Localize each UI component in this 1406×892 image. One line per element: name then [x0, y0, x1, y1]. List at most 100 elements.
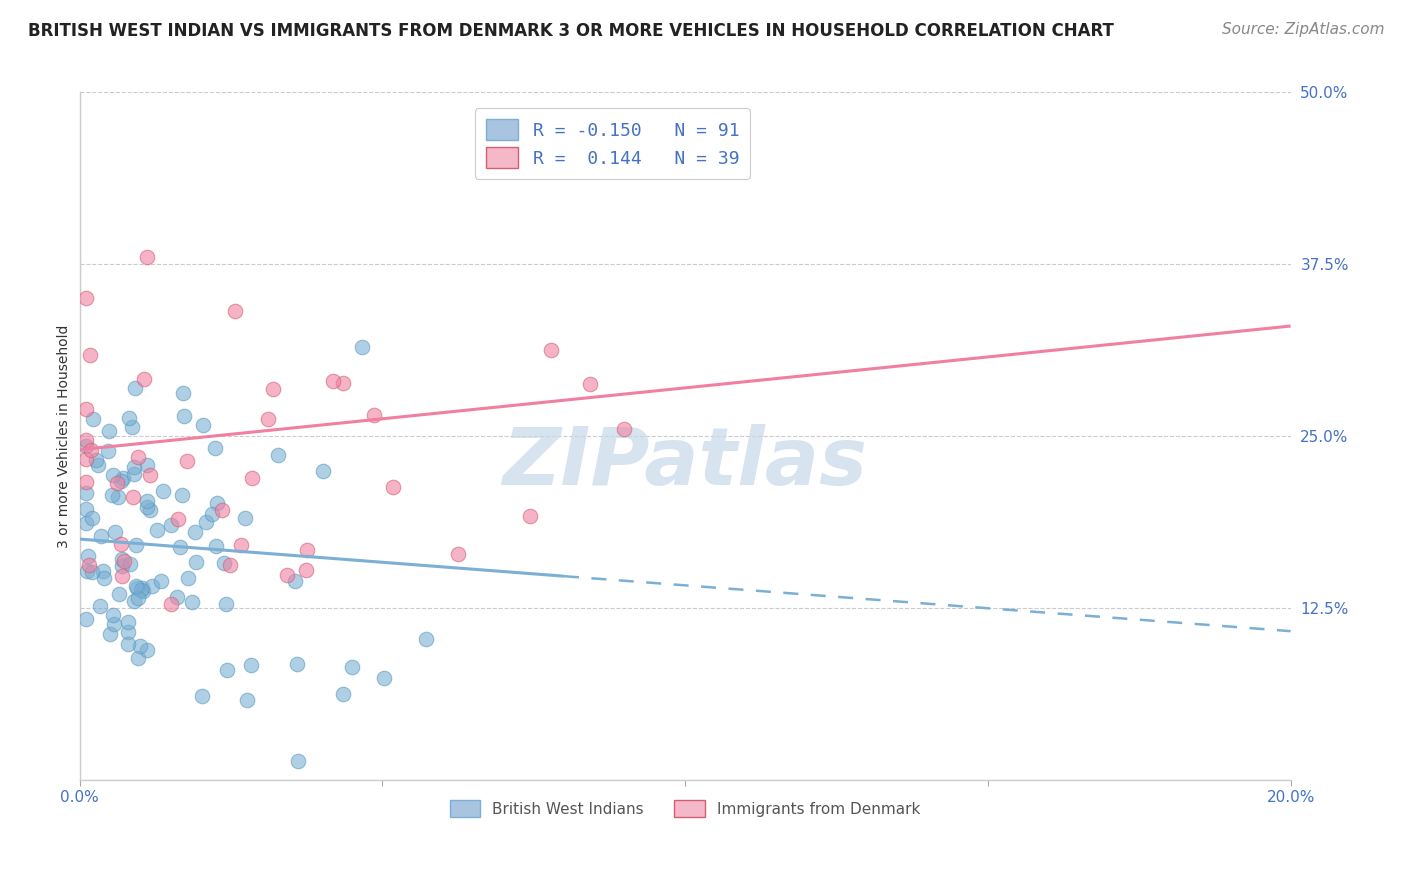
Point [176, 454, 198, 468]
Point [75, 475, 97, 489]
Point [101, 607, 124, 622]
Point [101, 468, 124, 483]
Point [77, 549, 100, 564]
Point [118, 557, 141, 571]
Point [579, 376, 602, 391]
Point [75, 516, 97, 531]
Point [205, 496, 228, 510]
Point [75, 401, 97, 416]
Point [160, 517, 183, 532]
Point [86, 458, 108, 472]
Point [236, 693, 259, 707]
Point [169, 541, 191, 555]
Point [285, 657, 308, 672]
Point [152, 484, 174, 499]
Point [77, 558, 100, 572]
Point [135, 458, 157, 472]
Point [257, 412, 280, 426]
Point [332, 376, 354, 390]
Point [332, 687, 354, 701]
Point [117, 625, 139, 640]
Point [97, 443, 120, 458]
Point [219, 558, 242, 572]
Point [110, 475, 132, 489]
Point [124, 579, 146, 593]
Point [97, 424, 120, 438]
Point [204, 441, 226, 455]
Point [519, 509, 541, 524]
Point [75, 501, 97, 516]
Point [111, 558, 134, 573]
Point [540, 343, 562, 357]
Legend: British West Indians, Immigrants from Denmark: British West Indians, Immigrants from De… [443, 794, 927, 823]
Point [381, 480, 404, 494]
Point [145, 523, 167, 537]
Point [231, 538, 253, 552]
Point [170, 488, 193, 502]
Point [233, 511, 256, 525]
Text: ZIPatlas: ZIPatlas [502, 425, 868, 502]
Point [129, 582, 152, 597]
Point [107, 491, 129, 505]
Point [91, 564, 114, 578]
Point [100, 627, 122, 641]
Point [186, 555, 208, 569]
Point [139, 502, 162, 516]
Point [322, 374, 344, 388]
Point [415, 632, 437, 647]
Point [180, 595, 202, 609]
Point [75, 486, 97, 500]
Point [127, 591, 149, 605]
Point [89, 599, 111, 613]
Point [76, 564, 98, 578]
Point [160, 597, 183, 611]
Point [295, 542, 318, 557]
Point [127, 651, 149, 665]
Point [82, 511, 104, 525]
Point [110, 551, 132, 566]
Point [167, 512, 190, 526]
Point [373, 671, 395, 685]
Point [75, 612, 97, 626]
Point [340, 660, 363, 674]
Point [131, 581, 153, 595]
Point [135, 493, 157, 508]
Point [75, 433, 97, 447]
Point [125, 581, 148, 595]
Point [267, 448, 290, 462]
Point [79, 348, 101, 362]
Text: Source: ZipAtlas.com: Source: ZipAtlas.com [1222, 22, 1385, 37]
Point [211, 503, 233, 517]
Point [294, 563, 316, 577]
Point [117, 615, 139, 629]
Point [111, 569, 134, 583]
Point [82, 565, 104, 579]
Point [112, 554, 135, 568]
Point [135, 500, 157, 514]
Point [177, 571, 200, 585]
Point [352, 340, 374, 354]
Y-axis label: 3 or more Vehicles in Household: 3 or more Vehicles in Household [58, 325, 72, 548]
Point [105, 475, 128, 490]
Point [108, 587, 131, 601]
Point [191, 418, 214, 433]
Point [93, 571, 115, 585]
Point [121, 419, 143, 434]
Point [112, 471, 135, 485]
Point [284, 574, 307, 588]
Point [104, 525, 127, 540]
Point [287, 754, 309, 768]
Point [127, 450, 149, 464]
Point [201, 507, 224, 521]
Point [262, 382, 284, 396]
Point [129, 639, 152, 653]
Point [150, 574, 173, 588]
Point [84, 453, 107, 467]
Point [101, 488, 124, 502]
Point [125, 538, 148, 552]
Point [311, 465, 333, 479]
Point [212, 556, 235, 570]
Point [82, 412, 104, 426]
Point [136, 643, 159, 657]
Point [363, 408, 385, 422]
